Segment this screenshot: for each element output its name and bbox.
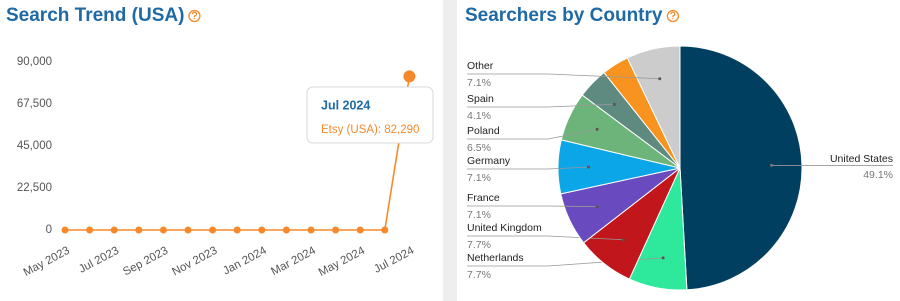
help-icon [188, 9, 201, 23]
slice-value: 7.1% [467, 172, 491, 184]
slice-value: 49.1% [863, 169, 893, 181]
slice-label: United States [830, 153, 893, 165]
y-tick-label: 67,500 [17, 98, 52, 110]
help-icon-circle [666, 9, 680, 23]
chart-title: Search Trend (USA) [6, 5, 184, 26]
tooltip: Jul 2024 Etsy (USA): 82,290 [306, 86, 434, 144]
slice-value: 7.1% [467, 77, 491, 89]
x-tick-label: Nov 2023 [170, 245, 219, 279]
slice-label: Spain [467, 93, 494, 105]
pie-slice [679, 45, 803, 291]
help-icon-glyph [670, 11, 676, 20]
data-point [233, 226, 241, 234]
leader-line [467, 128, 598, 140]
y-tick-label: 0 [46, 224, 52, 236]
slice-label: France [467, 192, 500, 204]
slice-label: Poland [467, 125, 500, 137]
x-tick-label: May 2023 [22, 245, 72, 279]
slice-label: Netherlands [467, 252, 524, 264]
data-point [184, 226, 192, 234]
slice-value: 4.1% [467, 110, 491, 122]
slice-value: 7.1% [467, 209, 491, 221]
leader-line [467, 73, 660, 80]
data-point [356, 226, 364, 234]
panel-divider [443, 0, 457, 301]
leader-dot [595, 127, 599, 131]
y-tick-label: 90,000 [17, 56, 52, 68]
data-point [86, 226, 94, 234]
leader-dot [658, 77, 662, 81]
y-tick-label: 22,500 [17, 182, 52, 194]
leader-dot [612, 102, 616, 106]
leader-line [467, 205, 598, 208]
data-point [110, 226, 118, 234]
leader-dot [621, 238, 625, 242]
slice-value: 7.7% [467, 269, 491, 281]
slice-value: 6.5% [467, 142, 491, 154]
leader-line [467, 235, 624, 241]
data-point [135, 226, 143, 234]
data-point [332, 226, 340, 234]
data-point [209, 226, 217, 234]
data-point [282, 226, 290, 234]
help-icon-glyph [191, 11, 198, 20]
tooltip-text: Etsy (USA): 82,290 [321, 124, 419, 136]
leader-dot [595, 205, 599, 209]
x-tick-label: Jul 2024 [372, 244, 417, 275]
help-icon-circle [188, 9, 201, 23]
x-tick-label: Mar 2024 [269, 244, 318, 278]
tooltip-title: Jul 2024 [321, 98, 370, 112]
pie-slice [626, 45, 681, 169]
leader-line [467, 166, 589, 170]
leader-line [467, 103, 615, 108]
data-point [403, 70, 416, 83]
x-tick-label: Sep 2023 [121, 245, 170, 279]
x-tick-label: Jan 2024 [221, 244, 269, 277]
data-point [61, 226, 69, 234]
leader-dot [587, 165, 591, 169]
leader-dot [661, 256, 665, 260]
slice-label: Germany [467, 155, 511, 167]
data-point [307, 226, 315, 234]
slice-label: Other [467, 60, 494, 72]
chart-title: Searchers by Country [465, 5, 663, 26]
x-tick-label: Jul 2023 [77, 245, 121, 276]
help-icon [666, 9, 680, 23]
slice-label: United Kingdom [467, 222, 542, 234]
data-point [258, 226, 266, 234]
x-tick-label: May 2024 [317, 244, 368, 279]
leader-dot [769, 163, 773, 167]
data-point [381, 226, 389, 234]
data-point [159, 226, 167, 234]
slice-value: 7.7% [467, 239, 491, 251]
y-tick-label: 45,000 [17, 140, 52, 152]
tooltip-box [306, 86, 434, 144]
